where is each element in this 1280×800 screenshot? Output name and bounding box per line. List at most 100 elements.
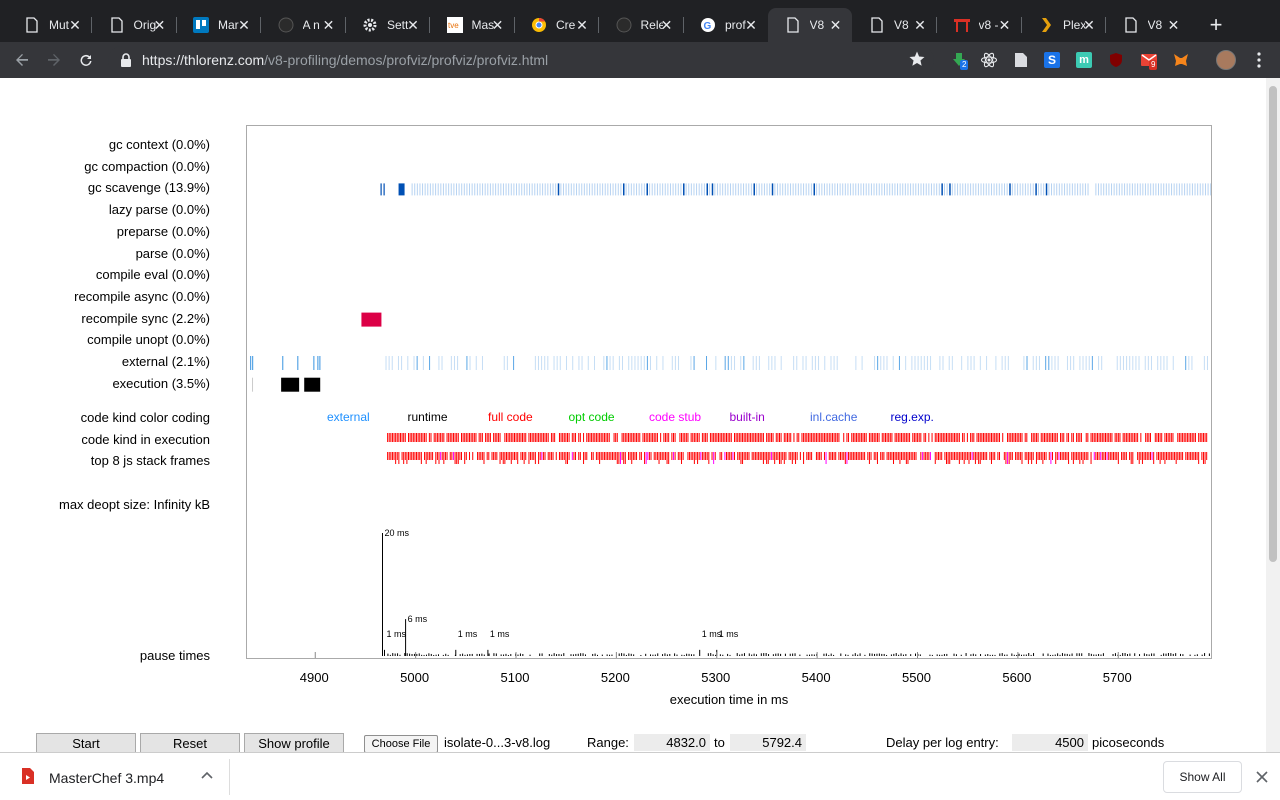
new-tab-button[interactable]: +	[1209, 12, 1223, 37]
forward-button[interactable]	[42, 48, 66, 72]
tab-close-icon[interactable]: ✕	[660, 17, 673, 33]
browser-tab[interactable]: V8 ✕	[767, 8, 852, 42]
code-kind-mark	[636, 433, 638, 442]
gc-scavenge-mark	[993, 183, 995, 196]
browser-tab[interactable]: Mar ✕	[176, 8, 260, 42]
tab-close-icon[interactable]: ✕	[491, 17, 504, 33]
pause-value-label: 1 ms	[457, 629, 478, 639]
browser-tab[interactable]: Rele ✕	[599, 8, 683, 42]
browser-tab[interactable]: Sett ✕	[345, 8, 429, 42]
ublock-icon[interactable]	[1106, 50, 1126, 70]
code-kind-mark	[571, 433, 573, 442]
gmail-icon[interactable]: 9	[1139, 50, 1159, 70]
stack-frame-mark	[841, 452, 843, 460]
browser-tab[interactable]: V8 ✕	[852, 8, 936, 42]
s-extension-icon[interactable]: S	[1042, 50, 1062, 70]
tab-title: Mut	[49, 18, 70, 32]
browser-tab[interactable]: Orig ✕	[92, 8, 176, 42]
external-mark	[1091, 356, 1093, 370]
scrollbar-thumb[interactable]	[1269, 86, 1277, 562]
code-kind-mark	[1011, 433, 1013, 442]
m-extension-icon[interactable]: m	[1074, 50, 1094, 70]
stack-frame-mark	[1169, 452, 1171, 460]
stack-frame-mark	[1151, 452, 1153, 460]
code-kind-mark	[626, 433, 628, 442]
stack-frame-mark	[1084, 452, 1086, 460]
tab-title: Sett	[387, 18, 409, 32]
address-bar[interactable]: https://thlorenz.com/v8-profiling/demos/…	[108, 46, 934, 74]
stack-frame-mark	[838, 452, 840, 460]
stack-frame-mark	[881, 452, 883, 460]
tab-close-icon[interactable]: ✕	[238, 17, 250, 33]
browser-tab[interactable]: v8 - ✕	[937, 8, 1021, 42]
document-extension-icon[interactable]	[1011, 50, 1031, 70]
file-name: isolate-0...3-v8.log	[444, 735, 551, 750]
gc-scavenge-mark	[677, 183, 679, 196]
tab-close-icon[interactable]: ✕	[153, 17, 166, 33]
download-bar: MasterChef 3.mp4 Show All	[0, 752, 1280, 800]
gc-scavenge-mark	[1084, 183, 1086, 196]
tab-close-icon[interactable]: ✕	[576, 17, 588, 33]
tab-close-icon[interactable]: ✕	[322, 17, 335, 33]
gc-scavenge-mark	[602, 183, 604, 196]
x-tick-label: 5400	[801, 670, 831, 685]
download-file-name[interactable]: MasterChef 3.mp4	[49, 770, 165, 786]
stack-frame-mark	[944, 452, 946, 460]
tab-close-icon[interactable]: ✕	[1167, 17, 1180, 33]
stack-frame-mark	[870, 452, 872, 460]
scrollbar[interactable]	[1266, 78, 1280, 752]
code-kind-mark	[754, 433, 756, 442]
show-all-button[interactable]: Show All	[1163, 761, 1242, 793]
menu-dots-icon[interactable]	[1249, 50, 1269, 70]
stack-frame-mark	[1138, 452, 1140, 464]
github-icon	[616, 17, 632, 33]
stack-frame-mark	[619, 452, 621, 464]
code-kind-mark	[787, 433, 789, 442]
bookmark-star-icon[interactable]	[908, 50, 926, 68]
tab-close-icon[interactable]: ✕	[745, 17, 757, 33]
tab-close-icon[interactable]: ✕	[69, 17, 81, 33]
show-profile-button[interactable]: Show profile	[244, 733, 344, 752]
stack-frame-mark	[929, 452, 931, 460]
range-from-input[interactable]: 4832.0	[634, 734, 710, 751]
browser-tab[interactable]: A n ✕	[261, 8, 345, 42]
gc-scavenge-mark	[442, 183, 444, 196]
code-kind-mark	[1183, 433, 1185, 442]
browser-tab[interactable]: V8 ✕	[1106, 8, 1190, 42]
gc-scavenge-mark	[891, 183, 893, 196]
reset-button[interactable]: Reset	[140, 733, 240, 752]
delay-input[interactable]: 4500	[1012, 734, 1088, 751]
gc-scavenge-mark	[383, 183, 385, 196]
tab-close-icon[interactable]: ✕	[1083, 17, 1095, 33]
tab-separator	[936, 17, 937, 33]
stack-frame-mark	[411, 452, 413, 460]
external-mark	[534, 356, 536, 370]
gc-scavenge-mark	[860, 183, 862, 196]
browser-tab[interactable]: Plex ✕	[1021, 8, 1105, 42]
code-kind-mark	[631, 433, 633, 442]
react-devtools-icon[interactable]	[979, 50, 999, 70]
profile-avatar[interactable]	[1216, 50, 1236, 70]
gc-scavenge-mark	[881, 183, 883, 196]
browser-tab[interactable]: Mut ✕	[7, 8, 91, 42]
tab-close-icon[interactable]: ✕	[407, 17, 419, 33]
metamask-icon[interactable]	[1171, 50, 1191, 70]
reload-button[interactable]	[74, 48, 98, 72]
browser-tab[interactable]: tve Mas ✕	[430, 8, 514, 42]
code-kind-mark	[706, 433, 708, 442]
download-extension-icon[interactable]: 2	[949, 50, 969, 70]
chevron-up-icon[interactable]	[200, 769, 214, 783]
tab-close-icon[interactable]: ✕	[998, 17, 1011, 33]
choose-file-button[interactable]: Choose File	[364, 735, 438, 752]
close-icon[interactable]	[1254, 769, 1270, 785]
range-to-input[interactable]: 5792.4	[730, 734, 806, 751]
back-button[interactable]	[10, 48, 34, 72]
stack-frame-mark	[443, 452, 445, 464]
browser-tab[interactable]: Cre ✕	[514, 8, 598, 42]
tab-close-icon[interactable]: ✕	[914, 17, 926, 33]
code-kind-mark	[1093, 433, 1095, 442]
start-button[interactable]: Start	[36, 733, 136, 752]
tab-close-icon[interactable]: ✕	[829, 17, 842, 33]
code-kind-mark	[467, 433, 469, 442]
